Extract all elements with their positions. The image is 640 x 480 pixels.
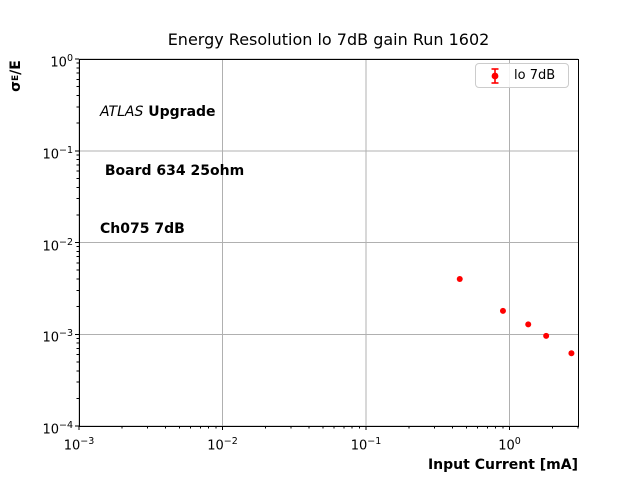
data-point	[456, 276, 463, 283]
annotation-experiment: ATLAS	[100, 104, 144, 120]
errorbar-marker-icon	[491, 67, 499, 84]
annotation-line-1-rest: Upgrade	[143, 104, 216, 120]
y-axis-label-rest: /E	[8, 60, 24, 75]
y-tick-label: 10−3	[42, 328, 73, 346]
annotation-line-3: Ch075 7dB	[100, 221, 185, 237]
data-point	[499, 307, 506, 314]
legend-label: lo 7dB	[514, 68, 556, 83]
y-tick-label: 100	[50, 53, 73, 71]
y-axis-label-subscript: E	[11, 74, 21, 81]
x-tick-label: 100	[498, 436, 521, 454]
data-point	[543, 332, 550, 339]
chart-title: Energy Resolution lo 7dB gain Run 1602	[167, 30, 490, 49]
plot-spines	[79, 59, 579, 427]
y-axis-label: σ E/E	[2, 47, 30, 105]
y-tick-label: 10−2	[42, 236, 73, 254]
x-tick-label: 10−1	[350, 436, 382, 454]
x-axis-label: Input Current [mA]	[427, 457, 578, 473]
y-axis-label-sigma: σ	[8, 80, 24, 92]
data-point	[525, 321, 532, 328]
legend: lo 7dB	[475, 63, 569, 88]
x-tick-label: 10−2	[207, 436, 238, 454]
annotation-line-2: Board 634 25ohm	[100, 162, 245, 179]
data-point	[568, 350, 575, 357]
annotation-text: ATLAS Upgrade Board 634 25ohm Ch075 7dB	[100, 64, 244, 279]
y-tick-label: 10−4	[42, 420, 73, 438]
annotation-line-1: ATLAS Upgrade	[100, 103, 244, 123]
x-tick-label: 10−3	[63, 436, 95, 454]
y-tick-label: 10−1	[42, 144, 73, 163]
